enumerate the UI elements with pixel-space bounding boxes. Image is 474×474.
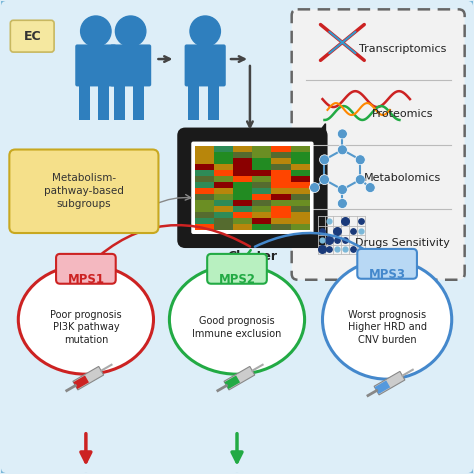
Bar bbox=[214, 176, 233, 182]
Circle shape bbox=[319, 155, 329, 165]
Bar bbox=[272, 194, 291, 200]
Circle shape bbox=[81, 16, 111, 46]
Bar bbox=[253, 212, 272, 218]
Bar bbox=[195, 194, 214, 200]
Bar bbox=[253, 224, 272, 230]
Point bbox=[349, 227, 357, 234]
Polygon shape bbox=[374, 381, 390, 394]
Point bbox=[349, 246, 357, 253]
Bar bbox=[233, 218, 253, 224]
Bar bbox=[291, 170, 310, 176]
Circle shape bbox=[337, 199, 347, 209]
Point bbox=[357, 227, 365, 234]
Circle shape bbox=[337, 129, 347, 139]
Bar bbox=[253, 194, 272, 200]
Point bbox=[326, 246, 333, 253]
Bar bbox=[253, 218, 272, 224]
Bar bbox=[253, 164, 272, 170]
Bar bbox=[195, 158, 214, 164]
Bar bbox=[195, 170, 214, 176]
Bar bbox=[233, 152, 253, 158]
Bar bbox=[233, 200, 253, 206]
Polygon shape bbox=[225, 375, 240, 389]
FancyBboxPatch shape bbox=[207, 254, 267, 284]
Bar bbox=[233, 206, 253, 212]
Bar bbox=[272, 188, 291, 194]
Point bbox=[357, 218, 365, 225]
Text: Cluster: Cluster bbox=[228, 250, 277, 263]
Text: Transcriptomics: Transcriptomics bbox=[359, 44, 446, 54]
Text: Drugs Sensitivity: Drugs Sensitivity bbox=[355, 238, 450, 248]
Bar bbox=[291, 176, 310, 182]
Polygon shape bbox=[73, 375, 89, 389]
Point bbox=[342, 218, 349, 225]
FancyBboxPatch shape bbox=[292, 9, 465, 280]
Bar bbox=[253, 146, 272, 152]
Point bbox=[318, 246, 325, 253]
Bar bbox=[133, 84, 144, 120]
FancyBboxPatch shape bbox=[9, 149, 158, 233]
Bar bbox=[195, 182, 214, 188]
Text: Proteomics: Proteomics bbox=[372, 109, 433, 118]
Bar bbox=[291, 218, 310, 224]
Bar bbox=[214, 218, 233, 224]
Point bbox=[342, 246, 349, 253]
Bar bbox=[214, 164, 233, 170]
Point bbox=[334, 246, 341, 253]
Bar bbox=[214, 158, 233, 164]
Bar bbox=[233, 188, 253, 194]
Bar bbox=[188, 84, 199, 120]
Text: Worst prognosis
Higher HRD and
CNV burden: Worst prognosis Higher HRD and CNV burde… bbox=[347, 310, 427, 345]
Bar bbox=[214, 206, 233, 212]
Bar bbox=[253, 206, 272, 212]
FancyBboxPatch shape bbox=[56, 254, 116, 284]
Bar bbox=[233, 146, 253, 152]
Bar bbox=[195, 206, 214, 212]
Bar bbox=[272, 200, 291, 206]
Point bbox=[334, 236, 341, 244]
Bar bbox=[195, 164, 214, 170]
Bar bbox=[291, 200, 310, 206]
FancyBboxPatch shape bbox=[10, 20, 54, 52]
Bar bbox=[291, 206, 310, 212]
Ellipse shape bbox=[169, 265, 305, 374]
Bar bbox=[195, 152, 214, 158]
Bar bbox=[214, 194, 233, 200]
Bar bbox=[195, 218, 214, 224]
Bar bbox=[291, 188, 310, 194]
Bar bbox=[253, 170, 272, 176]
Circle shape bbox=[356, 174, 365, 184]
Text: Metabolomics: Metabolomics bbox=[364, 173, 441, 183]
Bar bbox=[195, 188, 214, 194]
Bar bbox=[114, 84, 125, 120]
Bar bbox=[214, 170, 233, 176]
Bar bbox=[253, 152, 272, 158]
Circle shape bbox=[190, 16, 220, 46]
Circle shape bbox=[337, 184, 347, 194]
Bar bbox=[272, 146, 291, 152]
Bar bbox=[195, 176, 214, 182]
Point bbox=[326, 236, 333, 244]
Ellipse shape bbox=[18, 265, 154, 374]
Bar bbox=[291, 146, 310, 152]
Polygon shape bbox=[374, 371, 405, 395]
Polygon shape bbox=[73, 366, 104, 390]
Bar bbox=[291, 212, 310, 218]
Bar bbox=[233, 158, 253, 164]
Bar bbox=[214, 212, 233, 218]
Point bbox=[342, 236, 349, 244]
Bar bbox=[291, 182, 310, 188]
Bar bbox=[208, 84, 219, 120]
Bar bbox=[272, 212, 291, 218]
FancyBboxPatch shape bbox=[184, 45, 226, 86]
Bar bbox=[214, 146, 233, 152]
Text: MPS2: MPS2 bbox=[219, 273, 255, 286]
Point bbox=[334, 227, 341, 234]
Bar bbox=[272, 158, 291, 164]
Bar bbox=[272, 170, 291, 176]
Bar bbox=[272, 218, 291, 224]
Bar bbox=[233, 176, 253, 182]
Ellipse shape bbox=[322, 260, 452, 379]
Bar bbox=[214, 182, 233, 188]
